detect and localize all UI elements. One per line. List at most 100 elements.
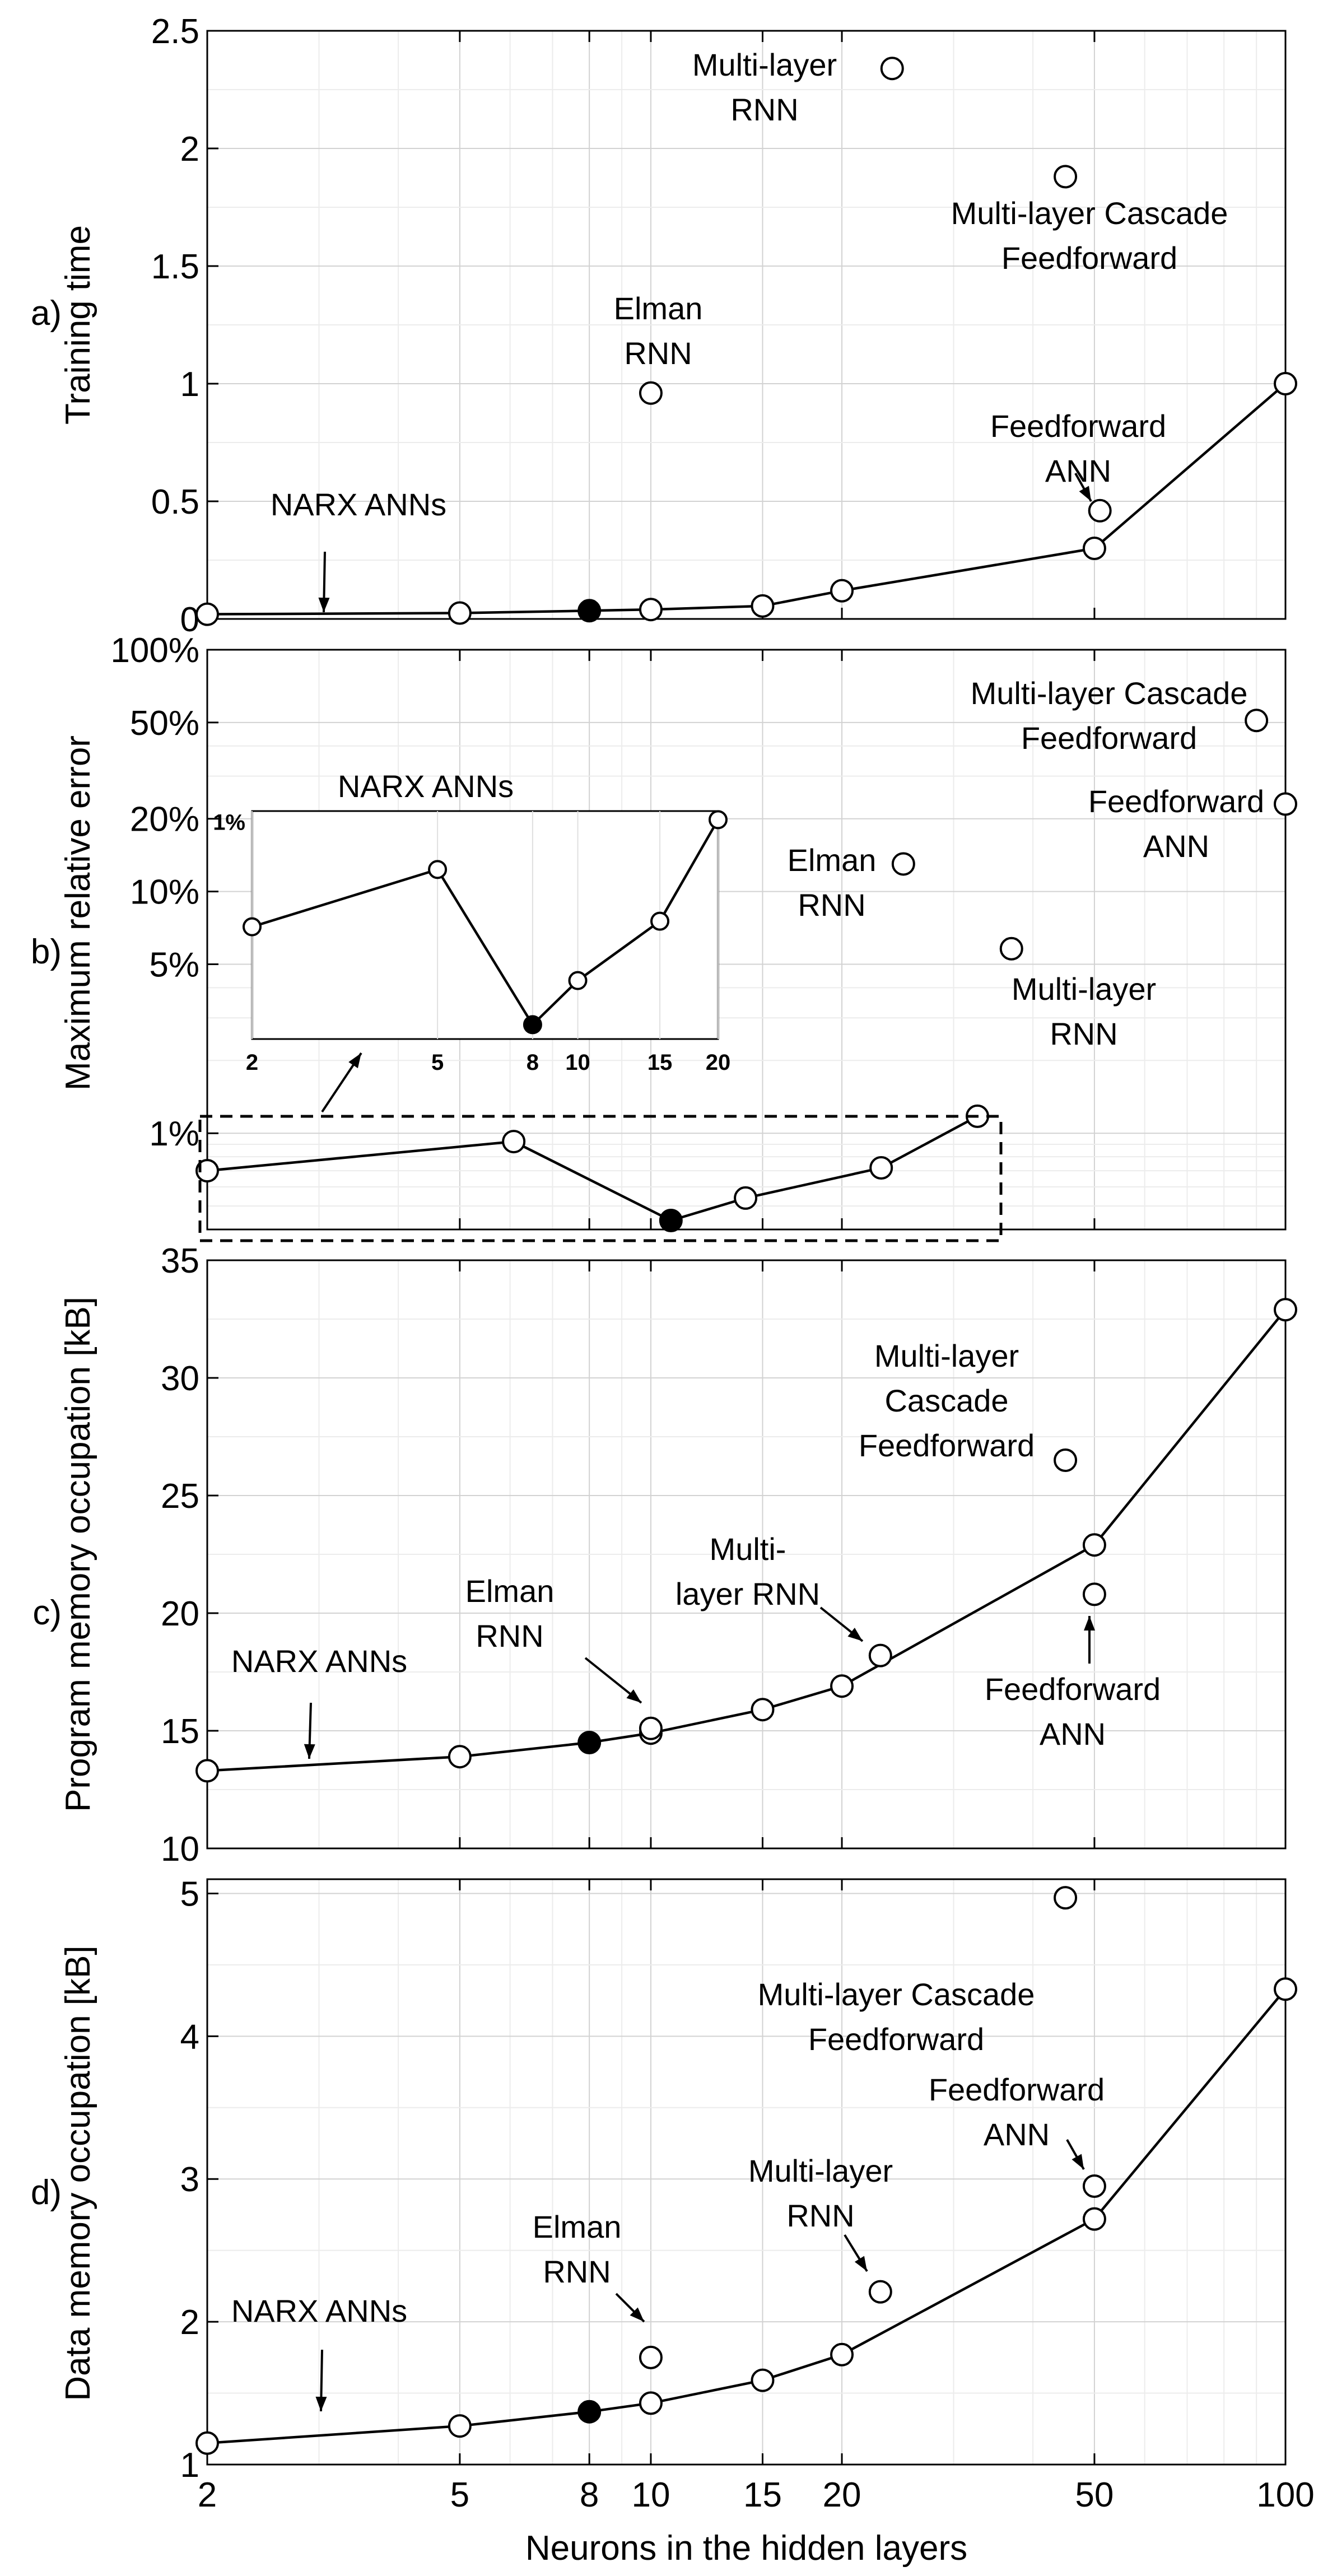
panel-b-point-multi-layer-rnn <box>999 937 1023 961</box>
panel-c-narx-selected-point <box>577 1731 602 1754</box>
inset-y-tick-label: 1% <box>213 810 245 835</box>
panel-d-narx-point <box>1274 1977 1297 2001</box>
panel-a-label-ff: Feedforward ANN <box>990 408 1166 488</box>
panel-b-point-elman-rnn <box>891 852 915 876</box>
panel-b-inset-narx-line <box>251 819 719 1027</box>
panel-d-plot-area <box>207 1879 1285 2465</box>
panel-d-label-mlcf-line: Multi-layer Cascade <box>758 1977 1035 2012</box>
panel-d-label-ff-line: ANN <box>984 2117 1050 2152</box>
panel-d-arrow-mlrnn-head <box>854 2256 867 2271</box>
panel-c-label-mlcf-line: Cascade <box>884 1383 1008 1418</box>
panel-a-arrow-ff <box>1074 473 1092 502</box>
panel-c-label-elman-line: RNN <box>476 1618 543 1653</box>
panel-d-ylabel: Data memory occupation [kB] <box>59 1945 97 2401</box>
inset-x-tick-label: 20 <box>706 1050 731 1075</box>
panel-d-arrow-ff-head <box>1072 2154 1084 2169</box>
y-tick-label: 100% <box>110 631 199 670</box>
y-tick-label: 1 <box>180 365 199 404</box>
y-tick-label: 0.5 <box>151 483 199 521</box>
panel-a-narx-point <box>751 594 775 618</box>
y-tick-label: 5% <box>149 946 199 985</box>
panel-c-arrow-ff <box>1084 1616 1095 1664</box>
y-tick-label: 35 <box>161 1242 199 1280</box>
panel-a-label-mlcf: Multi-layer Cascade Feedforward <box>951 195 1228 276</box>
panel-a-label-mlcf-line: Feedforward <box>1001 240 1177 276</box>
panel-a-point-elman-rnn <box>639 381 663 405</box>
x-axis-label: Neurons in the hidden layers <box>525 2529 967 2568</box>
y-tick-label: 30 <box>161 1359 199 1398</box>
panel-d-label-ff-line: Feedforward <box>929 2072 1105 2107</box>
x-tick-label: 100 <box>1256 2476 1314 2514</box>
panel-b-label-elman-line: Elman <box>788 842 877 878</box>
panel-a-label-mlrnn-line: RNN <box>730 92 798 127</box>
panel-c-point-multi-layer-cascade-feedforward <box>1054 1448 1078 1472</box>
y-tick-label: 10% <box>130 873 199 912</box>
panel-d-gridlines <box>207 1879 1286 2465</box>
panel-b-main-narx-point <box>195 1159 219 1183</box>
panel-a-arrow-narx-head <box>318 597 330 612</box>
panel-c-arrow-mlrnn <box>819 1606 864 1642</box>
panel-d-label-mlrnn-line: Multi-layer <box>748 2153 893 2188</box>
panel-d-arrow-elman <box>615 2293 645 2323</box>
panel-b-label-ff: Feedforward ANN <box>1088 784 1264 864</box>
panel-d-label-mlrnn: Multi-layer RNN <box>748 2153 893 2233</box>
inset-x-tick-label: 15 <box>647 1050 673 1075</box>
y-tick-label: 15 <box>161 1712 199 1751</box>
panel-b-tag: b) <box>31 933 62 971</box>
panel-d-tag: d) <box>31 2173 62 2212</box>
panel-d-label-elman-line: RNN <box>543 2254 611 2289</box>
panel-b-label-elman: Elman RNN <box>788 842 877 923</box>
panel-c: 10 15 20 25 30 35 NARX ANNs Elman RNN Multi-layer… <box>32 1242 1297 1869</box>
panel-a-point-multi-layer-cascade-feedforward <box>1054 165 1078 189</box>
panel-c-point-elman-rnn <box>639 1716 663 1740</box>
panel-b-label-mlcf-line: Multi-layer Cascade <box>971 676 1248 711</box>
y-tick-label: 1.5 <box>151 248 199 286</box>
panel-c-axes-box <box>206 1259 1287 1850</box>
x-tick-label: 8 <box>580 2476 599 2514</box>
y-tick-label: 1 <box>180 2446 199 2485</box>
panel-d-label-narx: NARX ANNs <box>231 2293 407 2328</box>
panel-a-label-narx: NARX ANNs <box>271 487 446 522</box>
x-tick-label: 5 <box>450 2476 469 2514</box>
panel-c-label-mlrnn-line: layer RNN <box>676 1576 820 1611</box>
y-tick-label: 2 <box>180 2303 199 2342</box>
panel-c-label-narx: NARX ANNs <box>231 1643 407 1679</box>
panel-a-tag: a) <box>31 294 62 333</box>
panel-c-narx-point <box>751 1698 775 1722</box>
panel-c-label-narx-line: NARX ANNs <box>231 1643 407 1679</box>
panel-b-inset-narx-point <box>243 917 262 937</box>
panel-d-point-feedforward-ann <box>1082 2174 1106 2198</box>
panel-c-label-ff: Feedforward ANN <box>985 1671 1161 1752</box>
panel-a-narx-line <box>207 383 1287 616</box>
panel-b: 1% 5% 10% 20% 50% 100% 2 5 8 10 15 20 1% NARX ANNs Elm… <box>31 631 1297 1242</box>
panel-c-label-elman: Elman RNN <box>465 1573 555 1653</box>
panel-b-main-narx-point <box>869 1156 893 1180</box>
panel-b-main-narx-point <box>734 1186 758 1210</box>
panel-b-inset-narx-selected-point <box>523 1015 542 1035</box>
x-tick-label: 15 <box>743 2476 782 2514</box>
panel-d-arrow-mlrnn <box>844 2234 868 2272</box>
panel-a-point-feedforward-ann <box>1088 499 1112 523</box>
panel-d-narx-line <box>207 1988 1287 2445</box>
panel-d-arrow-elman-head <box>630 2307 644 2322</box>
panel-b-inset-arrow-head <box>348 1053 361 1069</box>
y-tick-label: 4 <box>180 2018 199 2056</box>
panel-c-arrow-elman <box>584 1657 642 1704</box>
panel-c-arrow-narx-head <box>304 1744 315 1759</box>
panel-c-label-mlcf: Multi-layer Cascade Feedforward <box>859 1338 1035 1463</box>
panel-b-label-mlcf-line: Feedforward <box>1021 720 1197 756</box>
panel-b-inset-narx-point <box>428 860 448 879</box>
panel-a-label-elman-line: Elman <box>614 291 703 326</box>
panel-c-label-ff-line: ANN <box>1040 1716 1106 1752</box>
panel-b-inset-narx-point <box>709 810 728 830</box>
panel-c-narx-point <box>1082 1533 1106 1557</box>
panel-a-narx-selected-point <box>577 599 602 623</box>
y-tick-label: 10 <box>161 1830 199 1869</box>
panel-d-point-multi-layer-rnn <box>868 2280 892 2304</box>
panel-b-label-mlcf: Multi-layer Cascade Feedforward <box>971 676 1248 756</box>
x-tick-label: 10 <box>631 2476 670 2514</box>
panel-a-label-elman-line: RNN <box>624 336 692 371</box>
panel-d-label-elman: Elman RNN <box>533 2209 622 2289</box>
